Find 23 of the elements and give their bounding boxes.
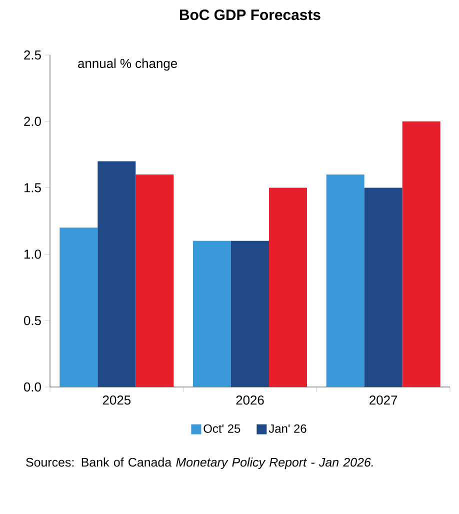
y-tick-label: 2.5	[24, 50, 41, 60]
bar	[326, 174, 364, 387]
legend-label: Jan' 26	[268, 424, 306, 433]
x-tick-label: 2026	[236, 396, 264, 405]
bar	[98, 161, 136, 387]
bar	[60, 228, 98, 387]
y-tick-label: 1.5	[24, 183, 41, 192]
bar	[231, 240, 269, 387]
x-tick-label: 2027	[370, 396, 398, 405]
y-tick-label: 0.0	[24, 382, 41, 392]
legend-label: Oct' 25	[204, 424, 240, 433]
y-tick-label: 0.5	[24, 316, 41, 326]
bar	[193, 240, 231, 387]
bar	[136, 174, 174, 387]
chart-title: BoC GDP Forecasts	[180, 10, 320, 20]
y-tick-label: 1.0	[24, 250, 41, 259]
bar	[364, 188, 402, 387]
y-tick-label: 2.0	[24, 116, 41, 126]
y-axis-title: annual % change	[78, 58, 178, 71]
bar	[402, 121, 440, 387]
source-note: Sources: Bank of Canada Monetary Policy Report - Jan 2026.	[26, 458, 373, 470]
bar	[269, 188, 307, 387]
x-tick-label: 2025	[102, 396, 131, 405]
